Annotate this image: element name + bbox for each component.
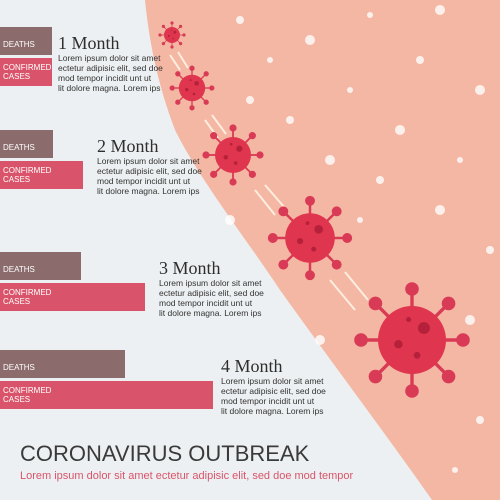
month-heading: 3 Month <box>159 258 221 278</box>
subtitle: Lorem ipsum dolor sit amet ectetur adipi… <box>20 470 354 482</box>
month-description: Lorem ipsum dolor sit amet ectetur adipis… <box>58 53 163 93</box>
bar-label: CONFIRMED CASES <box>3 63 52 81</box>
bar-label: DEATHS <box>3 143 35 152</box>
bar-label: DEATHS <box>3 265 35 274</box>
bar <box>0 161 83 189</box>
dots <box>225 5 494 473</box>
month-description: Lorem ipsum dolor sit amet ectetur adipis… <box>221 376 326 416</box>
bar-label: DEATHS <box>3 363 35 372</box>
motion-lines <box>169 51 369 311</box>
bar <box>0 283 145 311</box>
bar <box>0 130 53 158</box>
bar <box>0 381 213 409</box>
bar <box>0 350 125 378</box>
bar-label: CONFIRMED CASES <box>3 288 52 306</box>
month-heading: 2 Month <box>97 136 159 156</box>
month-heading: 4 Month <box>221 356 283 376</box>
bar-label: CONFIRMED CASES <box>3 166 52 184</box>
bar-label: CONFIRMED CASES <box>3 386 52 404</box>
bar <box>0 27 52 55</box>
bar-label: DEATHS <box>3 40 35 49</box>
month-heading: 1 Month <box>58 33 120 53</box>
month-description: Lorem ipsum dolor sit amet ectetur adipis… <box>159 278 264 318</box>
title: CORONAVIRUS OUTBREAK <box>20 441 310 466</box>
bar <box>0 252 81 280</box>
bar <box>0 58 52 86</box>
month-description: Lorem ipsum dolor sit amet ectetur adipis… <box>97 156 202 196</box>
